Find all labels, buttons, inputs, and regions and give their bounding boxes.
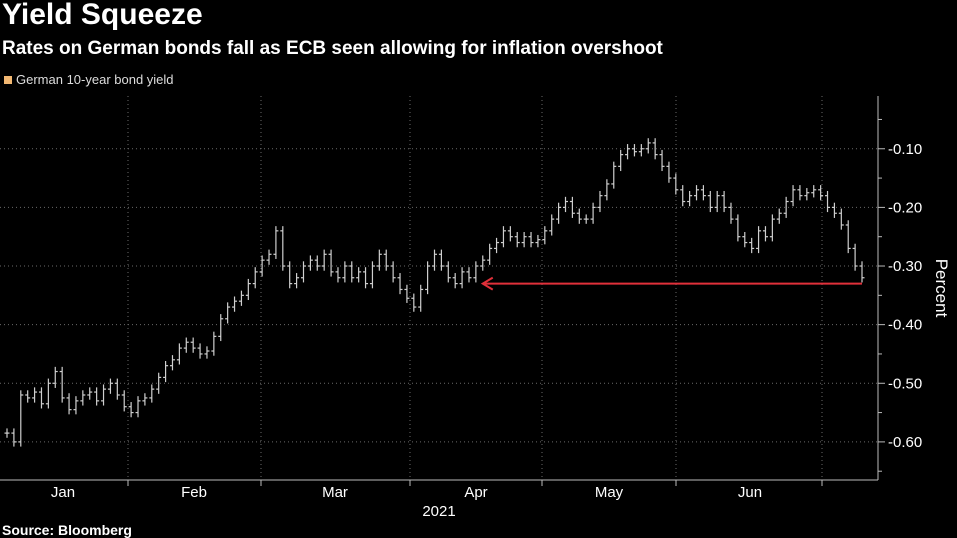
- y-tick-label: -0.40: [888, 317, 922, 334]
- y-tick-label: -0.50: [888, 375, 922, 392]
- legend: German 10-year bond yield: [4, 72, 174, 87]
- x-tick-label: Mar: [322, 484, 348, 501]
- source-note: Source: Bloomberg: [2, 522, 132, 538]
- x-tick-label: Feb: [181, 484, 207, 501]
- x-tick-label: May: [595, 484, 624, 501]
- legend-swatch: [4, 75, 12, 84]
- chart-title: Yield Squeeze: [2, 0, 203, 31]
- y-tick-label: -0.60: [888, 434, 922, 451]
- chart-subtitle: Rates on German bonds fall as ECB seen a…: [2, 38, 663, 59]
- y-axis-title: Percent: [932, 259, 951, 318]
- y-tick-label: -0.30: [888, 258, 922, 275]
- legend-label: German 10-year bond yield: [16, 72, 174, 87]
- x-year-label: 2021: [422, 503, 455, 520]
- arrow-annotation-head: [480, 276, 494, 291]
- x-tick-label: Jan: [51, 484, 75, 501]
- x-tick-label: Apr: [464, 484, 487, 501]
- y-tick-label: -0.10: [888, 141, 922, 158]
- y-tick-label: -0.20: [888, 199, 922, 216]
- x-tick-label: Jun: [738, 484, 762, 501]
